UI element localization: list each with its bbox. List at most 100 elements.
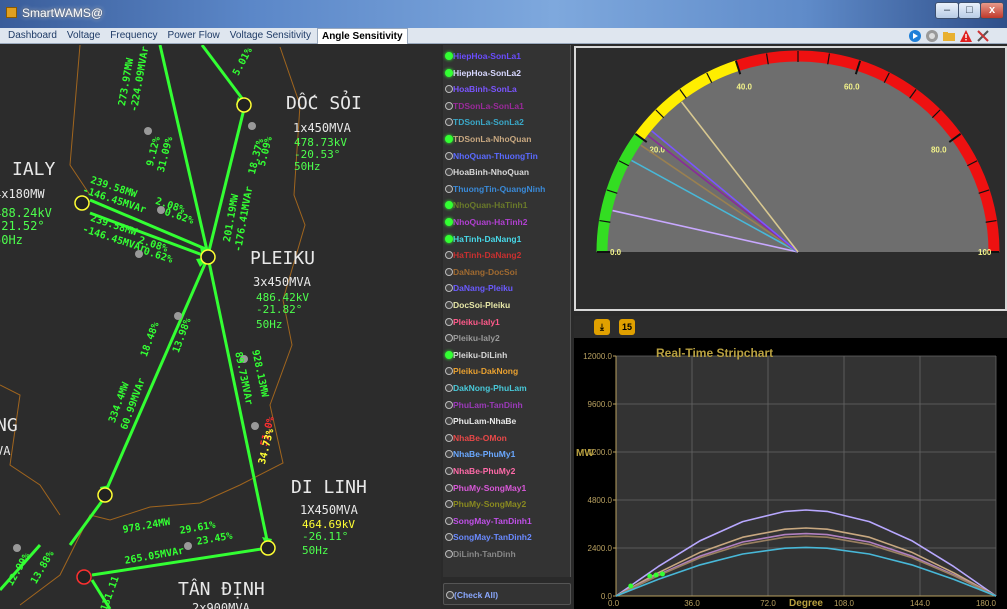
chart-toolbar: ⤓ 15 [574, 316, 1007, 338]
line-radio[interactable] [445, 400, 453, 409]
line-radio[interactable] [445, 135, 453, 143]
line-radio[interactable] [445, 433, 453, 442]
line-radio[interactable] [445, 101, 453, 110]
line-item[interactable]: HiepHoa-SonLa1 [445, 49, 521, 63]
gauge-tick [883, 72, 890, 83]
line-radio[interactable] [445, 267, 453, 276]
tools-icon[interactable] [976, 29, 990, 43]
warning-icon[interactable] [959, 29, 973, 43]
bus-tandinh[interactable] [76, 569, 92, 585]
line-radio[interactable] [445, 367, 453, 376]
line-item[interactable]: SongMay-TanDinh1 [445, 514, 532, 528]
line-item[interactable]: PhuMy-SongMay2 [445, 497, 526, 511]
maximize-button[interactable]: □ [958, 2, 981, 19]
line-item[interactable]: PhuLam-NhaBe [445, 414, 516, 428]
line-radio[interactable] [445, 85, 453, 94]
line-radio[interactable] [445, 450, 453, 459]
line-item[interactable]: NhaBe-PhuMy1 [445, 447, 515, 461]
line-radio[interactable] [445, 151, 453, 160]
tab-voltage-sensitivity[interactable]: Voltage Sensitivity [229, 30, 311, 41]
line-radio[interactable] [445, 516, 453, 525]
line-radio[interactable] [445, 234, 453, 243]
play-icon[interactable] [908, 29, 922, 43]
line-item[interactable]: DiLinh-TanDinh [445, 547, 516, 561]
line-radio[interactable] [445, 118, 453, 127]
stop-icon[interactable] [925, 29, 939, 43]
line-radio[interactable] [445, 350, 453, 359]
station-cap-pleiku: 3x450MVA [253, 275, 311, 289]
line-item[interactable]: NhoQuan-ThuongTin [445, 149, 538, 163]
gauge-tick [655, 109, 665, 119]
line-item[interactable]: TDSonLa-SonLa2 [445, 115, 524, 129]
line-item-label: HaTinh-DaNang2 [453, 250, 522, 261]
calendar-icon[interactable]: 15 [619, 319, 635, 335]
tab-power-flow[interactable]: Power Flow [167, 30, 220, 41]
line-radio[interactable] [445, 334, 453, 343]
line-radio[interactable] [445, 301, 453, 309]
line-radio[interactable] [445, 284, 453, 293]
line-radio[interactable] [445, 52, 453, 60]
bus-ialy[interactable] [74, 195, 90, 211]
gauge-tick [618, 160, 629, 167]
gauge-needle [680, 101, 799, 253]
operating-point-marker [628, 583, 634, 589]
tab-frequency[interactable]: Frequency [110, 30, 158, 41]
line-radio[interactable] [445, 500, 453, 509]
line-item[interactable]: SongMay-TanDinh2 [445, 530, 532, 544]
line-radio[interactable] [445, 533, 453, 542]
line-radio[interactable] [445, 550, 453, 558]
line-item[interactable]: DakNong-PhuLam [445, 381, 527, 395]
close-button[interactable]: x [980, 2, 1004, 19]
tab-angle-sensitivity[interactable]: Angle Sensitivity [316, 28, 408, 44]
line-radio[interactable] [445, 68, 453, 77]
line-item[interactable]: TDSonLa-SonLa1 [445, 99, 524, 113]
line-item[interactable]: NhaBe-OMon [445, 431, 507, 445]
line-item[interactable]: DaNang-DocSoi [445, 265, 517, 279]
line-item-label: ThuongTin-QuangNinh [453, 183, 546, 194]
line-item[interactable]: HaTinh-DaNang1 [445, 232, 521, 246]
line-item[interactable]: TDSonLa-NhoQuan [445, 132, 531, 146]
line-item[interactable]: NhaBe-PhuMy2 [445, 464, 515, 478]
tab-dashboard[interactable]: Dashboard [8, 30, 57, 41]
line-item[interactable]: NhoQuan-HaTinh2 [445, 215, 527, 229]
line-sw [0, 544, 42, 591]
bus-dilinh[interactable] [260, 540, 276, 556]
line-item[interactable]: Pleiku-Ialy2 [445, 331, 500, 345]
power-grid-map: DỐC SỎI 1x450MVA 478.73kV -20.53° 50Hz I… [0, 45, 441, 609]
folder-icon[interactable] [942, 29, 956, 43]
line-radio[interactable] [445, 168, 453, 177]
line-item[interactable]: Pleiku-DakNong [445, 364, 518, 378]
line-radio[interactable] [445, 467, 453, 475]
line-item[interactable]: PhuMy-SongMay1 [445, 481, 526, 495]
line-radio[interactable] [445, 417, 453, 426]
line-item[interactable]: Pleiku-Ialy1 [445, 315, 500, 329]
line-radio[interactable] [445, 184, 453, 193]
bus-pleiku[interactable] [200, 249, 216, 265]
line-radio[interactable] [445, 384, 453, 392]
line-item[interactable]: DocSoi-Pleiku [445, 298, 510, 312]
bus-docsoi[interactable] [236, 97, 252, 113]
line-item[interactable]: NhoQuan-HaTinh1 [445, 198, 527, 212]
line-radio[interactable] [445, 218, 453, 226]
export-icon[interactable]: ⤓ [594, 319, 610, 335]
line-radio[interactable] [445, 201, 453, 210]
line-item[interactable]: ThuongTin-QuangNinh [445, 182, 546, 196]
chart-title: Real-Time Stripchart [656, 346, 773, 360]
check-all-item[interactable]: (Check All) [446, 588, 498, 602]
tab-voltage[interactable]: Voltage [66, 30, 101, 41]
line-radio[interactable] [445, 251, 453, 260]
line-radio[interactable] [445, 317, 453, 326]
line-item[interactable]: DaNang-Pleiku [445, 281, 513, 295]
line-item[interactable]: HiepHoa-SonLa2 [445, 66, 521, 80]
line-item[interactable]: HaTinh-DaNang2 [445, 248, 522, 262]
check-all-radio[interactable] [446, 591, 454, 599]
line-docsoi-pleiku [206, 108, 246, 256]
bus-south[interactable] [97, 487, 113, 503]
check-all-box[interactable]: (Check All) [443, 583, 571, 605]
line-item[interactable]: HoaBinh-NhoQuan [445, 165, 529, 179]
line-radio[interactable] [445, 483, 453, 492]
minimize-button[interactable]: – [935, 2, 959, 19]
line-item[interactable]: Pleiku-DiLinh [445, 348, 507, 362]
line-item[interactable]: HoaBinh-SonLa [445, 82, 517, 96]
line-item[interactable]: PhuLam-TanDinh [445, 398, 523, 412]
